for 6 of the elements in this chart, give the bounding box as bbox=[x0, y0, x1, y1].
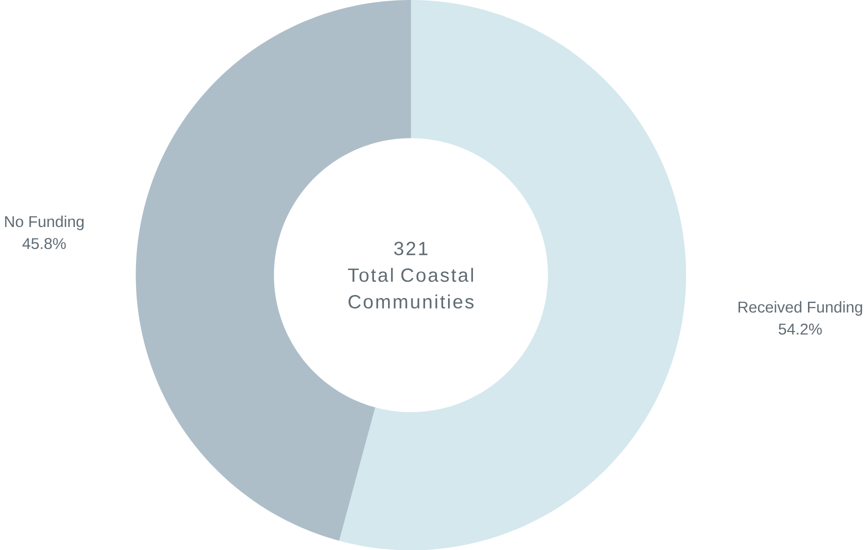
data-label: 45.8% bbox=[22, 238, 66, 249]
data-label: 54.2% bbox=[778, 323, 822, 334]
slice-label: No Funding bbox=[5, 216, 84, 230]
text: Total Coastal Communities bbox=[348, 268, 474, 308]
slice-label: Received Funding bbox=[738, 301, 862, 316]
text: 321 bbox=[394, 242, 428, 256]
